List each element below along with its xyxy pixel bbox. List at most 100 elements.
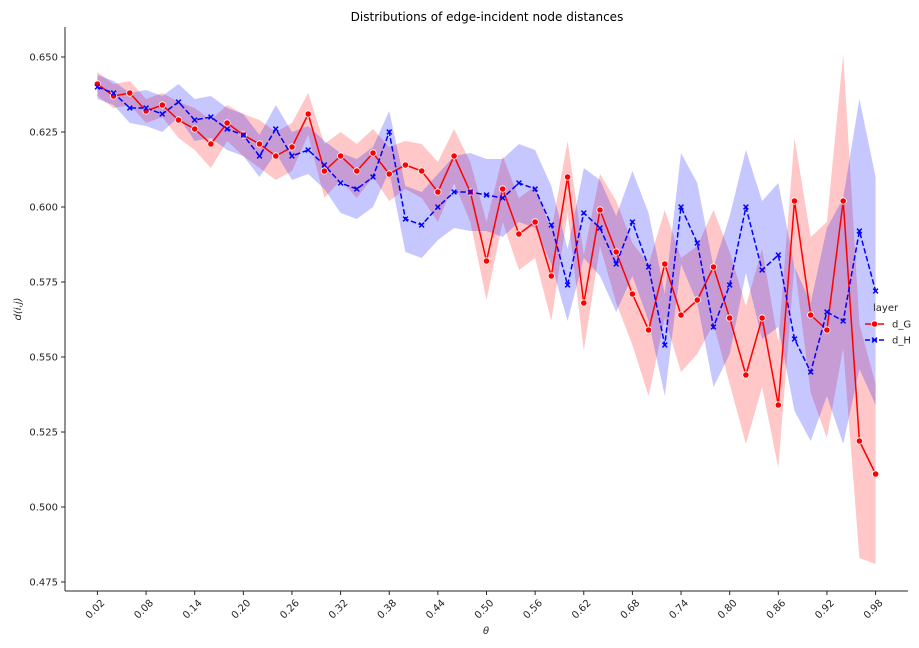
y-axis-label: d(i,j) xyxy=(13,298,24,321)
point-d-h xyxy=(321,162,328,168)
chart-title: Distributions of edge-incident node dist… xyxy=(351,10,624,24)
point-d-h xyxy=(353,186,360,192)
y-tick-label: 0.475 xyxy=(29,578,58,589)
x-tick-label: 0.08 xyxy=(132,598,156,622)
point-d-g xyxy=(547,272,555,280)
point-d-h xyxy=(597,225,603,231)
point-d-h xyxy=(289,153,295,159)
point-d-h xyxy=(337,180,344,186)
point-d-g xyxy=(174,116,183,124)
x-axis-label: θ xyxy=(483,626,489,637)
point-d-h xyxy=(726,282,733,288)
point-d-h xyxy=(775,252,782,258)
point-d-g xyxy=(807,311,815,319)
point-d-g xyxy=(709,263,718,271)
point-d-h xyxy=(759,267,766,273)
point-d-g xyxy=(612,248,620,256)
x-tick-label: 0.74 xyxy=(667,598,691,622)
point-d-g xyxy=(191,125,199,133)
point-d-h xyxy=(483,192,490,198)
x-tick-label: 0.80 xyxy=(716,598,740,622)
y-ticks: 0.475 0.500 0.525 0.550 0.575 0.600 0.625 0.650 xyxy=(29,53,65,589)
point-d-h xyxy=(824,309,830,315)
point-d-g xyxy=(482,257,491,265)
point-d-g xyxy=(871,470,880,478)
point-d-g xyxy=(434,188,442,196)
point-d-g xyxy=(758,314,766,322)
point-d-h xyxy=(840,318,847,324)
point-d-h xyxy=(694,240,701,246)
point-d-g xyxy=(774,401,782,409)
point-d-h xyxy=(580,210,587,216)
point-d-h xyxy=(710,324,717,330)
point-d-h xyxy=(661,342,668,348)
x-tick-label: 0.14 xyxy=(181,598,205,622)
x-tick-label: 0.38 xyxy=(376,598,400,622)
point-d-g xyxy=(726,314,734,322)
point-d-g xyxy=(207,140,215,148)
point-d-g xyxy=(677,311,685,319)
x-tick-label: 0.68 xyxy=(619,598,643,622)
x-tick-label: 0.20 xyxy=(230,598,254,622)
x-tick-label: 0.62 xyxy=(570,598,594,622)
confidence-bands xyxy=(97,54,876,564)
legend-label-d-g: d_G xyxy=(892,320,911,331)
x-tick-label: 0.86 xyxy=(765,598,789,622)
point-d-g xyxy=(288,143,296,151)
point-d-g xyxy=(418,167,426,175)
point-d-h xyxy=(807,369,814,375)
x-tick-label: 0.26 xyxy=(278,598,302,622)
x-tick-label: 0.44 xyxy=(424,598,448,622)
ci-band-d-h xyxy=(97,75,876,444)
y-tick-label: 0.500 xyxy=(29,503,58,514)
point-d-g xyxy=(790,197,799,205)
point-d-h xyxy=(515,180,522,186)
y-tick-label: 0.625 xyxy=(29,128,58,139)
point-d-h xyxy=(305,147,312,153)
point-d-h xyxy=(126,105,133,111)
series-markers xyxy=(93,80,880,478)
point-d-h xyxy=(256,153,263,159)
point-d-g xyxy=(158,101,166,109)
legend-label-d-h: d_H xyxy=(892,336,911,347)
x-tick-label: 0.50 xyxy=(473,598,497,622)
legend: layer d_G d_H xyxy=(865,303,911,347)
point-d-h xyxy=(434,204,441,210)
point-d-h xyxy=(678,204,684,210)
point-d-g xyxy=(531,218,539,226)
point-d-h xyxy=(110,90,117,96)
y-tick-label: 0.525 xyxy=(29,428,58,439)
y-tick-label: 0.550 xyxy=(29,353,58,364)
point-d-h xyxy=(386,129,393,135)
point-d-g xyxy=(563,173,572,181)
point-d-h xyxy=(191,117,198,123)
point-d-h xyxy=(791,336,798,342)
point-d-h xyxy=(856,228,863,234)
point-d-g xyxy=(385,170,393,178)
point-d-g xyxy=(255,140,264,148)
point-d-g xyxy=(823,326,831,334)
point-d-g xyxy=(126,89,134,97)
point-d-g xyxy=(353,167,361,175)
point-d-h xyxy=(532,186,539,192)
point-d-g xyxy=(742,371,750,379)
point-d-h xyxy=(159,111,166,117)
legend-title: layer xyxy=(873,303,899,314)
point-d-g xyxy=(855,437,864,445)
point-d-g xyxy=(628,290,637,298)
point-d-g xyxy=(369,149,377,157)
point-d-g xyxy=(450,152,458,160)
point-d-g xyxy=(693,296,701,304)
point-d-h xyxy=(418,222,425,228)
point-d-g xyxy=(499,185,507,193)
point-d-h xyxy=(175,99,182,105)
point-d-h xyxy=(467,189,474,195)
point-d-h xyxy=(370,174,376,180)
point-d-g xyxy=(596,206,604,214)
y-tick-label: 0.600 xyxy=(29,203,58,214)
point-d-g xyxy=(272,152,280,160)
point-d-h xyxy=(207,114,214,120)
point-d-h xyxy=(240,132,247,138)
point-d-h xyxy=(645,264,652,270)
